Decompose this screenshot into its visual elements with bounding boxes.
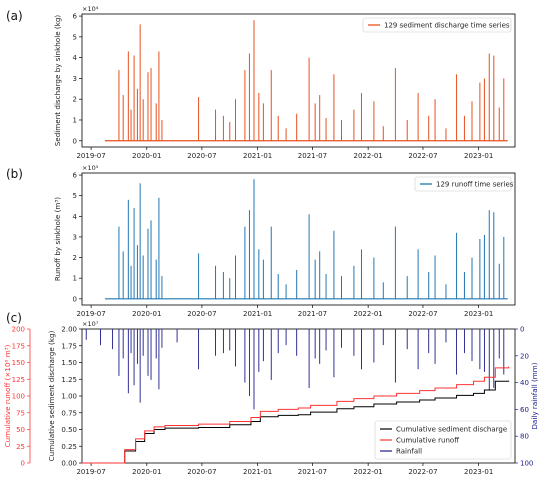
y-tick-label: 0.50 (61, 426, 77, 434)
x-tick-label: 2020-07 (187, 468, 216, 476)
outer-y-tick-label: 150 (12, 359, 25, 367)
x-tick-label: 2023-01 (464, 468, 493, 476)
outer-y-tick-label: 75 (16, 409, 25, 417)
legend-label: 129 sediment discharge time series (384, 22, 510, 30)
x-tick-label: 2020-01 (132, 468, 161, 476)
x-tick-label: 2019-07 (76, 152, 105, 160)
y-tick-label: 5 (73, 33, 77, 41)
y-tick-label: 4 (73, 213, 78, 221)
outer-y-axis-label: Cumulative runoff (×10⁶ m³) (3, 344, 12, 447)
y-tick-label: 1 (73, 116, 77, 124)
right-y-tick-label: 0 (520, 326, 524, 334)
y-tick-label: 0.25 (61, 443, 77, 451)
y-tick-label: 1.75 (61, 342, 77, 350)
axes-frame (81, 172, 516, 306)
right-y-tick-label: 100 (520, 460, 533, 468)
legend-label: 129 runoff time series (436, 181, 514, 189)
panel-2: (b) ×10⁵ 2019-07 2020-01 2020-07 2021-01 2021-… (6, 164, 516, 318)
x-tick-label: 2019-07 (76, 310, 105, 318)
panel-label: (b) (6, 167, 23, 181)
y-tick-label: 3 (73, 75, 77, 83)
right-y-axis-label: Daily rainfall (mm) (530, 362, 539, 429)
x-tick-label: 2022-01 (354, 310, 383, 318)
x-tick-label: 2022-07 (408, 310, 437, 318)
outer-y-tick-label: 25 (16, 443, 25, 451)
y-tick-label: 2.00 (61, 326, 77, 334)
y-tick-label: 2 (73, 254, 77, 262)
outer-y-tick-label: 175 (12, 342, 25, 350)
y-tick-label: 6 (73, 172, 78, 180)
outer-y-tick-label: 100 (12, 393, 25, 401)
outer-y-tick-label: 200 (12, 326, 25, 334)
x-tick-label: 2022-01 (354, 468, 383, 476)
y-tick-label: 1.25 (61, 376, 77, 384)
x-tick-label: 2023-01 (464, 310, 493, 318)
y-tick-label: 1.50 (61, 359, 77, 367)
panel-3: (c) ×10⁷ 2019-07 2020-01 2020-07 2021-01 2021-… (3, 311, 539, 476)
axes-frame (81, 13, 516, 148)
x-tick-label: 2022-01 (354, 152, 383, 160)
x-tick-label: 2023-01 (464, 152, 493, 160)
right-y-tick-label: 60 (520, 406, 529, 414)
axis-multiplier: ×10⁵ (82, 164, 99, 172)
x-tick-label: 2020-01 (132, 310, 161, 318)
outer-y-tick-label: 125 (12, 376, 25, 384)
panel-1: (a) ×10⁴ 2019-07 2020-01 2020-07 2021-01 2021-… (6, 5, 516, 160)
y-tick-label: 3 (73, 233, 77, 241)
y-tick-label: 4 (73, 54, 78, 62)
y-tick-label: 0 (73, 137, 77, 145)
x-tick-label: 2020-01 (132, 152, 161, 160)
y-axis-label: Runoff by sinkhole (m³) (53, 197, 62, 281)
x-tick-label: 2022-07 (408, 152, 437, 160)
panel-label: (a) (6, 9, 23, 23)
legend-label: Cumulative sediment discharge (396, 426, 507, 434)
x-tick-label: 2021-07 (298, 310, 327, 318)
outer-y-tick-label: 50 (16, 426, 25, 434)
y-tick-label: 2 (73, 96, 77, 104)
x-tick-label: 2021-01 (243, 152, 272, 160)
y-tick-label: 6 (73, 13, 78, 21)
x-tick-label: 2022-07 (408, 468, 437, 476)
right-y-tick-label: 80 (520, 433, 529, 441)
y-axis-label: Sediment discharge by sinkhole (kg) (53, 15, 62, 147)
y-axis-label: Cumulative sediment discharge (kg) (47, 330, 56, 461)
y-tick-label: 1.00 (61, 393, 77, 401)
x-tick-label: 2019-07 (76, 468, 105, 476)
legend-box (362, 17, 512, 33)
panel-label: (c) (6, 311, 22, 325)
axis-multiplier: ×10⁷ (82, 320, 99, 328)
cumulative-sediment-line (82, 380, 510, 464)
y-tick-label: 0.75 (61, 409, 77, 417)
legend-box (374, 420, 512, 460)
outer-y-tick-label: 0 (21, 460, 25, 468)
x-tick-label: 2021-07 (298, 468, 327, 476)
legend-box (414, 176, 512, 192)
x-tick-label: 2020-07 (187, 152, 216, 160)
y-tick-label: 0 (73, 295, 77, 303)
right-y-tick-label: 20 (520, 352, 529, 360)
x-tick-label: 2020-07 (187, 310, 216, 318)
axis-multiplier: ×10⁴ (82, 5, 99, 13)
x-tick-label: 2021-01 (243, 468, 272, 476)
right-y-tick-label: 40 (520, 379, 529, 387)
legend-label: Cumulative runoff (396, 437, 459, 445)
cumulative-runoff-line (82, 366, 510, 464)
legend-label: Rainfall (396, 448, 422, 456)
x-tick-label: 2021-07 (298, 152, 327, 160)
y-tick-label: 0.00 (61, 460, 77, 468)
y-tick-label: 1 (73, 275, 77, 283)
y-tick-label: 5 (73, 192, 77, 200)
x-tick-label: 2021-01 (243, 310, 272, 318)
